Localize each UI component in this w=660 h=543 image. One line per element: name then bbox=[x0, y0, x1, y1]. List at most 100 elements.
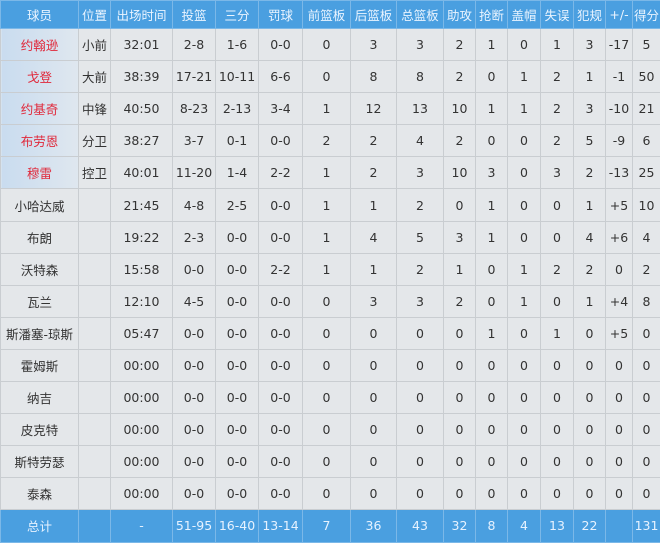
column-header[interactable]: 抢断 bbox=[476, 1, 508, 29]
stat-cell: 2 bbox=[444, 61, 476, 93]
column-header[interactable]: 球员 bbox=[1, 1, 79, 29]
stat-cell: 10 bbox=[633, 189, 660, 221]
player-name[interactable]: 布劳恩 bbox=[1, 125, 79, 157]
column-header[interactable]: 罚球 bbox=[259, 1, 303, 29]
stat-cell: 0 bbox=[397, 478, 444, 510]
stat-cell: 8 bbox=[397, 61, 444, 93]
column-header[interactable]: 得分 bbox=[633, 1, 660, 29]
stat-cell: 00:00 bbox=[111, 478, 173, 510]
player-name[interactable]: 斯特劳瑟 bbox=[1, 446, 79, 478]
stat-cell: 0 bbox=[541, 221, 574, 253]
column-header[interactable]: 位置 bbox=[79, 1, 111, 29]
total-cell bbox=[79, 510, 111, 542]
stat-cell: 0 bbox=[508, 157, 541, 189]
stat-cell: 0-0 bbox=[173, 317, 216, 349]
stat-cell: 0 bbox=[303, 382, 351, 414]
player-name[interactable]: 约基奇 bbox=[1, 93, 79, 125]
column-header[interactable]: 三分 bbox=[216, 1, 259, 29]
stat-cell: 2-2 bbox=[259, 157, 303, 189]
column-header[interactable]: 盖帽 bbox=[508, 1, 541, 29]
stat-cell: 0-0 bbox=[216, 349, 259, 381]
total-cell: 4 bbox=[508, 510, 541, 542]
column-header[interactable]: 犯规 bbox=[574, 1, 606, 29]
stat-cell bbox=[79, 285, 111, 317]
stat-cell: 0 bbox=[397, 414, 444, 446]
player-name[interactable]: 纳吉 bbox=[1, 382, 79, 414]
player-name[interactable]: 布朗 bbox=[1, 221, 79, 253]
stat-cell: 0 bbox=[303, 29, 351, 61]
stat-cell: 0-0 bbox=[259, 125, 303, 157]
stat-cell: 11-20 bbox=[173, 157, 216, 189]
stat-cell: 3-7 bbox=[173, 125, 216, 157]
column-header[interactable]: 出场时间 bbox=[111, 1, 173, 29]
stat-cell: 0 bbox=[633, 382, 660, 414]
player-name[interactable]: 穆雷 bbox=[1, 157, 79, 189]
stat-cell: 1 bbox=[303, 253, 351, 285]
stat-cell: 5 bbox=[633, 29, 660, 61]
stat-cell: 8 bbox=[633, 285, 660, 317]
stat-cell: 2-8 bbox=[173, 29, 216, 61]
column-header[interactable]: 投篮 bbox=[173, 1, 216, 29]
stat-cell: 1 bbox=[508, 61, 541, 93]
stat-cell: 50 bbox=[633, 61, 660, 93]
stat-cell: 12:10 bbox=[111, 285, 173, 317]
stat-cell: 5 bbox=[574, 125, 606, 157]
stat-cell: -17 bbox=[606, 29, 633, 61]
column-header[interactable]: 后篮板 bbox=[351, 1, 397, 29]
stat-cell: 1 bbox=[541, 317, 574, 349]
stat-cell: 3 bbox=[444, 221, 476, 253]
player-name[interactable]: 小哈达威 bbox=[1, 189, 79, 221]
player-name[interactable]: 瓦兰 bbox=[1, 285, 79, 317]
stat-cell bbox=[79, 446, 111, 478]
stat-cell: 0-0 bbox=[259, 285, 303, 317]
player-name[interactable]: 约翰逊 bbox=[1, 29, 79, 61]
stat-cell: 0 bbox=[476, 446, 508, 478]
column-header[interactable]: +/- bbox=[606, 1, 633, 29]
stat-cell: 0 bbox=[633, 446, 660, 478]
stat-cell: 0 bbox=[606, 349, 633, 381]
player-name[interactable]: 泰森 bbox=[1, 478, 79, 510]
player-name[interactable]: 戈登 bbox=[1, 61, 79, 93]
stat-cell: 0-0 bbox=[173, 382, 216, 414]
stat-cell: 3-4 bbox=[259, 93, 303, 125]
stat-cell: +5 bbox=[606, 189, 633, 221]
player-name[interactable]: 霍姆斯 bbox=[1, 349, 79, 381]
stat-cell: 2 bbox=[444, 125, 476, 157]
stat-cell: 6 bbox=[633, 125, 660, 157]
stat-cell: 0 bbox=[476, 414, 508, 446]
stat-cell: 0 bbox=[303, 446, 351, 478]
stat-cell: 0 bbox=[541, 189, 574, 221]
stat-cell: 10-11 bbox=[216, 61, 259, 93]
stat-cell bbox=[79, 317, 111, 349]
player-name[interactable]: 斯潘塞-琼斯 bbox=[1, 317, 79, 349]
stat-cell: 40:01 bbox=[111, 157, 173, 189]
stat-cell: 0 bbox=[303, 61, 351, 93]
player-name[interactable]: 皮克特 bbox=[1, 414, 79, 446]
column-header[interactable]: 助攻 bbox=[444, 1, 476, 29]
stat-cell: 控卫 bbox=[79, 157, 111, 189]
stat-cell: 0 bbox=[476, 61, 508, 93]
column-header[interactable]: 前篮板 bbox=[303, 1, 351, 29]
stat-cell: 00:00 bbox=[111, 382, 173, 414]
stat-cell: 0-0 bbox=[259, 478, 303, 510]
column-header[interactable]: 总篮板 bbox=[397, 1, 444, 29]
stat-cell: 1 bbox=[476, 189, 508, 221]
stat-cell: 1 bbox=[351, 189, 397, 221]
stat-cell: 0-1 bbox=[216, 125, 259, 157]
player-name[interactable]: 沃特森 bbox=[1, 253, 79, 285]
stat-cell: 0 bbox=[574, 382, 606, 414]
stat-cell: 2-5 bbox=[216, 189, 259, 221]
total-cell: 13 bbox=[541, 510, 574, 542]
column-header[interactable]: 失误 bbox=[541, 1, 574, 29]
stat-cell: 0 bbox=[508, 349, 541, 381]
stat-cell: -10 bbox=[606, 93, 633, 125]
stat-cell: 0 bbox=[508, 29, 541, 61]
total-label: 总计 bbox=[1, 510, 79, 542]
stat-cell: 1 bbox=[303, 221, 351, 253]
total-cell: 7 bbox=[303, 510, 351, 542]
